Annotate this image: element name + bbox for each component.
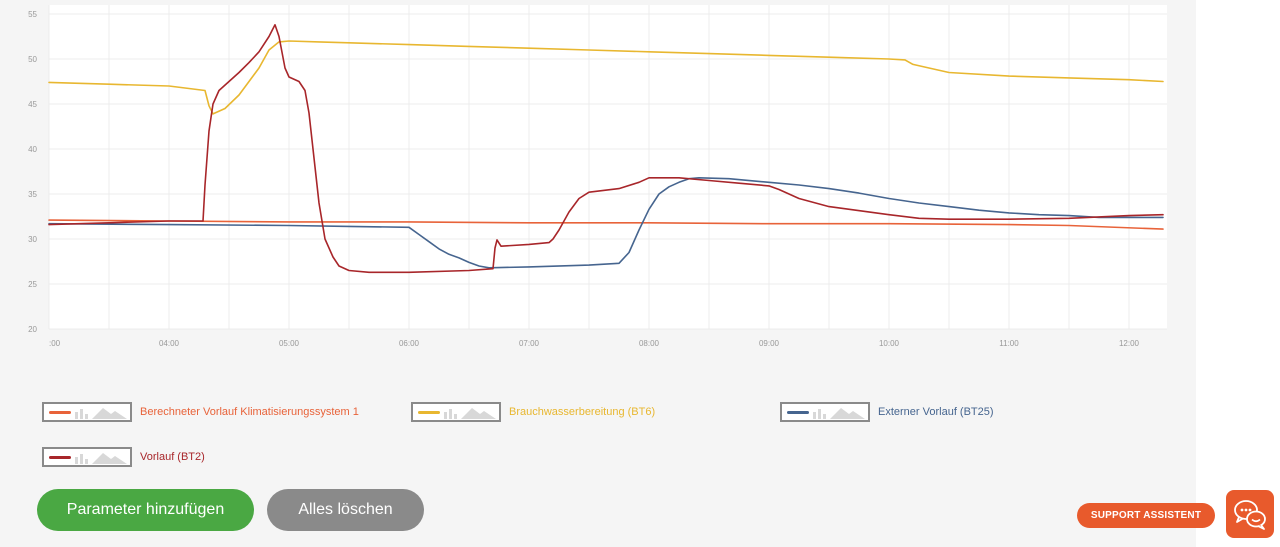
legend-swatch bbox=[418, 411, 440, 414]
x-tick-label: 05:00 bbox=[279, 339, 300, 348]
y-tick-label: 25 bbox=[28, 280, 37, 289]
x-tick-label: 12:00 bbox=[1119, 339, 1140, 348]
x-tick-label: 10:00 bbox=[879, 339, 900, 348]
legend-swatch bbox=[49, 456, 71, 459]
legend-label: Vorlauf (BT2) bbox=[140, 451, 205, 463]
legend-label: Brauchwasserbereitung (BT6) bbox=[509, 406, 656, 418]
line-chart: 20 25 30 35 40 45 50 55 :00 04:00 05:00 06:00 07:00 0… bbox=[28, 5, 1167, 348]
series-line bbox=[48, 219, 1164, 230]
plot-area bbox=[49, 5, 1167, 329]
x-tick-label: 04:00 bbox=[159, 339, 180, 348]
x-tick-label: 08:00 bbox=[639, 339, 660, 348]
y-tick-label: 30 bbox=[28, 235, 37, 244]
chart-type-icon bbox=[75, 408, 127, 419]
legend-label: Berechneter Vorlauf Klimatisierungssyste… bbox=[140, 406, 359, 418]
legend-toggle[interactable] bbox=[780, 402, 870, 422]
legend-item-berechneter-vorlauf[interactable]: Berechneter Vorlauf Klimatisierungssyste… bbox=[42, 402, 359, 422]
page-margin bbox=[1196, 0, 1280, 547]
y-tick-label: 20 bbox=[28, 325, 37, 334]
x-tick-label: 09:00 bbox=[759, 339, 780, 348]
series-line bbox=[48, 40, 1164, 115]
y-tick-label: 55 bbox=[28, 10, 37, 19]
y-tick-label: 40 bbox=[28, 145, 37, 154]
legend-toggle[interactable] bbox=[411, 402, 501, 422]
chart-type-icon bbox=[813, 408, 865, 419]
series-line bbox=[48, 24, 1164, 274]
clear-all-button[interactable]: Alles löschen bbox=[267, 489, 424, 531]
support-assistant-button[interactable]: SUPPORT ASSISTENT bbox=[1077, 503, 1215, 528]
y-tick-label: 45 bbox=[28, 100, 37, 109]
chart-type-icon bbox=[444, 408, 496, 419]
x-tick-label: :00 bbox=[49, 339, 61, 348]
legend-item-externer-vorlauf[interactable]: Externer Vorlauf (BT25) bbox=[780, 402, 994, 422]
chart-type-icon bbox=[75, 453, 127, 464]
legend-label: Externer Vorlauf (BT25) bbox=[878, 406, 994, 418]
add-parameter-button[interactable]: Parameter hinzufügen bbox=[37, 489, 254, 531]
legend-swatch bbox=[787, 411, 809, 414]
y-tick-label: 35 bbox=[28, 190, 37, 199]
legend-item-brauchwasserbereitung[interactable]: Brauchwasserbereitung (BT6) bbox=[411, 402, 655, 422]
chat-bubbles-icon[interactable] bbox=[1226, 490, 1274, 538]
x-tick-label: 07:00 bbox=[519, 339, 540, 348]
legend-toggle[interactable] bbox=[42, 402, 132, 422]
legend-toggle[interactable] bbox=[42, 447, 132, 467]
y-tick-label: 50 bbox=[28, 55, 37, 64]
legend-swatch bbox=[49, 411, 71, 414]
x-tick-label: 11:00 bbox=[999, 339, 1019, 348]
x-tick-label: 06:00 bbox=[399, 339, 420, 348]
series-line bbox=[48, 177, 1164, 269]
legend-item-vorlauf-bt2[interactable]: Vorlauf (BT2) bbox=[42, 447, 205, 467]
